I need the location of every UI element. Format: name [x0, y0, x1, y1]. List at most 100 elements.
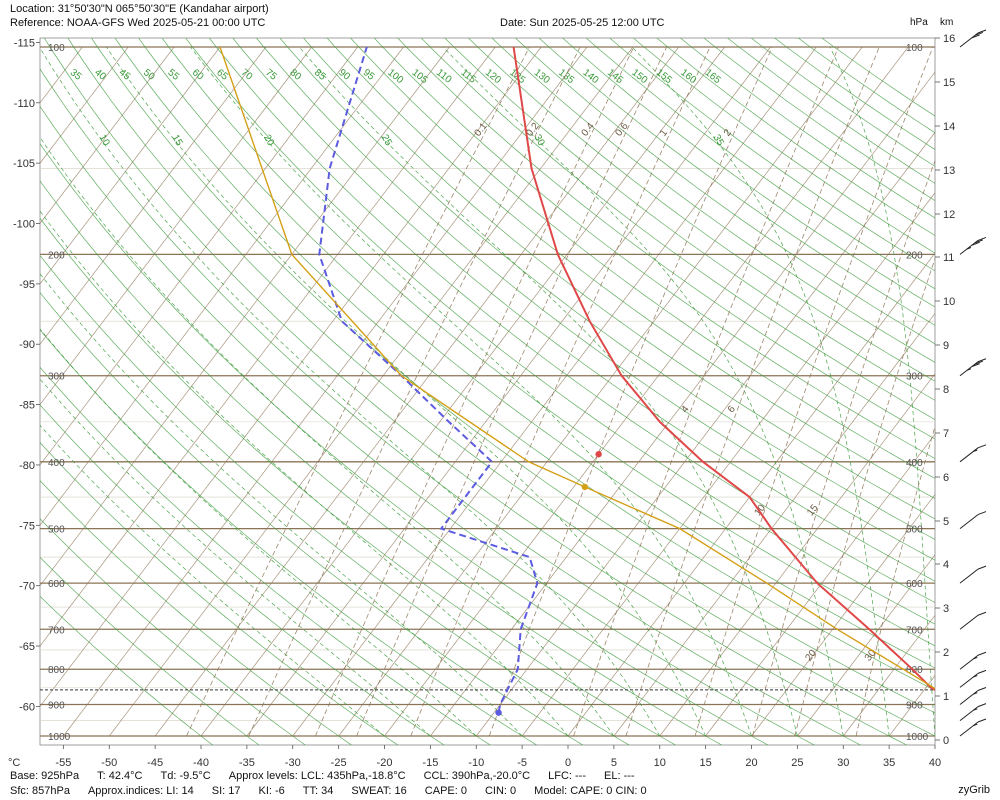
x-tick-label: 40	[929, 757, 941, 769]
wind-barb-full-feather	[974, 31, 984, 36]
dry-adiabat-line	[326, 38, 935, 500]
moist-adiabat-line	[829, 46, 935, 737]
wind-barb-staff	[959, 706, 979, 722]
x-tick-label: -55	[55, 757, 71, 769]
wind-barb	[959, 669, 987, 688]
isobar-label-right: 900	[906, 700, 923, 711]
moist-adiabat-line	[40, 328, 477, 737]
wind-barb-staff	[959, 690, 979, 705]
km-tick-label: 16	[943, 33, 955, 45]
x-tick-label: -20	[377, 757, 393, 769]
dry-adiabat-line	[138, 38, 935, 669]
dry-adiabat-line	[114, 38, 935, 691]
base-label: Base: 925hPa	[10, 770, 80, 782]
wind-barb-half-feather	[973, 723, 978, 727]
wind-barb-full-feather	[977, 718, 987, 723]
moist-adiabat-line	[40, 136, 615, 737]
dry-adiabat-line	[40, 68, 862, 745]
x-tick-label: -30	[285, 757, 301, 769]
wind-barb-half-feather	[973, 708, 978, 711]
x-tick-label: -35	[239, 757, 255, 769]
x-tick-label: -40	[193, 757, 209, 769]
isotherm-line	[292, 46, 817, 737]
wind-barb-full-feather	[977, 611, 987, 616]
wind-barb-full-feather	[971, 363, 980, 368]
wind-barb-half-feather	[973, 656, 978, 660]
dry-adiabat-line	[350, 38, 935, 479]
dry-adiabat-line	[397, 38, 935, 440]
dry-adiabat-line	[373, 38, 935, 460]
hpa-axis-unit: hPa	[910, 17, 928, 28]
x-tick-label: -45	[147, 757, 163, 769]
dry-adiabat-line	[491, 38, 935, 363]
left-temp-label: -80	[19, 460, 35, 472]
wind-barb	[959, 611, 987, 630]
moist-adiabat-label: 35	[711, 133, 726, 149]
mixing-ratio-line	[855, 425, 935, 737]
dry-adiabat-line	[255, 38, 935, 561]
base-temp: T: 42.4°C	[97, 770, 143, 782]
wind-barb	[959, 236, 987, 255]
km-tick-label: 10	[943, 296, 955, 308]
wind-barb	[959, 358, 987, 377]
x-tick-label: 15	[700, 757, 712, 769]
moist-adiabat-label: 20	[261, 133, 276, 149]
isotherm-line	[338, 46, 863, 737]
moist-adiabat-line	[299, 46, 798, 737]
km-tick-label: 13	[943, 165, 955, 177]
isotherm-line	[40, 46, 404, 526]
isotherm-line	[567, 252, 935, 737]
isotherm-line	[200, 46, 725, 737]
wind-barb-half-feather	[973, 692, 978, 695]
dry-adiabat-line	[40, 292, 584, 745]
wind-barb-full-feather	[977, 651, 987, 656]
isobar-label-left: 900	[48, 700, 65, 711]
left-temp-label: -65	[19, 641, 35, 653]
wind-barb	[959, 718, 987, 737]
isobar-label-right: 200	[906, 250, 923, 261]
km-tick-label: 14	[943, 121, 955, 133]
isobar-label-left: 400	[48, 458, 65, 469]
km-axis-unit: km	[940, 17, 954, 28]
isotherm-line	[246, 46, 771, 737]
dry-adiabat-line	[40, 366, 491, 745]
km-tick-label: 1	[943, 691, 949, 703]
left-temp-label: -75	[19, 520, 35, 532]
left-temp-label: -105	[13, 158, 35, 170]
x-tick-label: 0	[565, 757, 571, 769]
location-label: Location: 31°50'30"N 065°50'30"E (Kandah…	[10, 3, 269, 15]
moist-adiabat-line	[40, 273, 523, 737]
mixing-ratio-label: 1	[658, 127, 670, 139]
li-index: Approx.indices: LI: 14	[87, 785, 194, 797]
dewpoint-level-marker	[495, 709, 502, 716]
wind-barb-full-feather	[977, 236, 987, 241]
wind-barb-full-feather	[977, 687, 987, 691]
left-temp-label: -110	[14, 98, 35, 110]
dry-adiabat-line	[185, 38, 935, 625]
wind-barb	[959, 29, 987, 48]
isotherm-line	[40, 46, 358, 466]
x-tick-label: 25	[791, 757, 803, 769]
left-temp-label: -95	[19, 279, 35, 291]
isobar-label-right: 400	[906, 458, 923, 469]
wind-barb-full-feather	[977, 511, 987, 516]
isobar-label-left: 800	[48, 665, 65, 676]
x-tick-label: -10	[468, 757, 484, 769]
dry-adiabat-line	[43, 38, 908, 745]
wind-barb-full-feather	[977, 669, 987, 674]
footer-levels: Base: 925hPa T: 42.4°C Td: -9.5°C Approx le…	[10, 770, 653, 782]
isotherm-line	[705, 433, 935, 737]
dewpoint-profile-line	[318, 46, 539, 713]
left-temp-label: -100	[13, 219, 35, 231]
cin-index: CIN: 0	[484, 785, 517, 797]
dry-adiabat-line	[303, 38, 935, 520]
mixing-ratio-line	[248, 46, 581, 737]
km-tick-label: 15	[943, 77, 955, 89]
moist-adiabat-label: 10	[97, 133, 112, 149]
isobar-label-right: 600	[906, 579, 923, 590]
wind-barb-full-feather	[977, 565, 987, 570]
moist-adiabat-label: 25	[379, 133, 394, 149]
isotherm-line	[613, 312, 935, 737]
isotherm-line	[40, 46, 496, 647]
